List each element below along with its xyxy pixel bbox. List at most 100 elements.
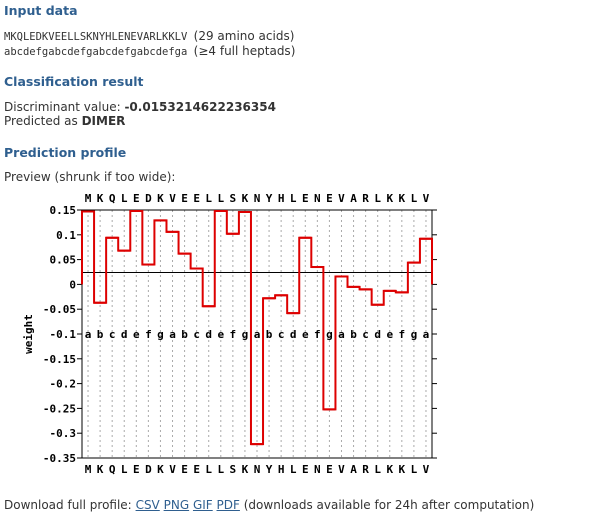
- residue-label-bottom: K: [399, 463, 406, 476]
- heptad-label: c: [193, 328, 200, 341]
- residue-label-top: L: [374, 192, 381, 205]
- residue-label-top: K: [386, 192, 393, 205]
- y-tick-label: -0.1: [50, 328, 77, 341]
- heptad-label: a: [254, 328, 261, 341]
- heptad-label: g: [157, 328, 164, 341]
- residue-label-bottom: N: [314, 463, 321, 476]
- residue-label-top: E: [193, 192, 200, 205]
- residue-label-top: L: [411, 192, 418, 205]
- residue-label-bottom: E: [181, 463, 188, 476]
- residue-label-bottom: L: [411, 463, 418, 476]
- y-tick-label: -0.25: [43, 402, 76, 415]
- heptad-label: d: [121, 328, 128, 341]
- residue-label-bottom: L: [374, 463, 381, 476]
- heptad-label: f: [314, 328, 321, 341]
- y-tick-label: -0.35: [43, 452, 76, 465]
- residue-label-top: Y: [266, 192, 273, 205]
- residue-label-top: S: [230, 192, 237, 205]
- residue-label-bottom: K: [386, 463, 393, 476]
- residue-label-top: H: [278, 192, 285, 205]
- residue-label-bottom: R: [362, 463, 369, 476]
- y-tick-label: 0.15: [50, 204, 77, 217]
- preview-note: Preview (shrunk if too wide):: [4, 170, 176, 184]
- heptad-label: b: [266, 328, 273, 341]
- residue-label-top: L: [290, 192, 297, 205]
- classification-heading: Classification result: [4, 74, 144, 89]
- heptad-label: f: [399, 328, 406, 341]
- heptad-label: g: [411, 328, 418, 341]
- heptad-label: d: [205, 328, 212, 341]
- download-line: Download full profile: CSV PNG GIF PDF (…: [4, 498, 534, 512]
- residue-label-top: L: [121, 192, 128, 205]
- heptad-label: e: [302, 328, 309, 341]
- residue-label-top: E: [133, 192, 140, 205]
- heptad-label: g: [242, 328, 249, 341]
- residue-label-top: K: [242, 192, 249, 205]
- residue-label-top: K: [97, 192, 104, 205]
- heptad-label: e: [133, 328, 140, 341]
- heptad-label: g: [326, 328, 333, 341]
- residue-label-bottom: L: [121, 463, 128, 476]
- heptad-label: f: [230, 328, 237, 341]
- residue-label-bottom: K: [97, 463, 104, 476]
- residue-label-bottom: S: [230, 463, 237, 476]
- heptad-label: a: [423, 328, 430, 341]
- heptad-label: e: [386, 328, 393, 341]
- residue-label-top: M: [85, 192, 92, 205]
- input-data-heading: Input data: [4, 3, 78, 18]
- residue-label-bottom: E: [302, 463, 309, 476]
- residue-label-top: V: [338, 192, 345, 205]
- residue-label-bottom: V: [423, 463, 430, 476]
- residue-label-top: V: [423, 192, 430, 205]
- y-tick-label: -0.3: [50, 427, 77, 440]
- residue-label-bottom: L: [217, 463, 224, 476]
- residue-label-top: Q: [109, 192, 116, 205]
- residue-label-top: A: [350, 192, 357, 205]
- discriminant-label: Discriminant value:: [4, 100, 121, 114]
- y-tick-label: -0.05: [43, 303, 76, 316]
- residue-label-top: K: [399, 192, 406, 205]
- heptad-label: a: [338, 328, 345, 341]
- heptad-label: d: [290, 328, 297, 341]
- sequence-note: (29 amino acids): [193, 29, 295, 43]
- download-csv-link[interactable]: CSV: [135, 498, 160, 512]
- heptad-label: d: [374, 328, 381, 341]
- residue-label-bottom: K: [242, 463, 249, 476]
- residue-label-bottom: E: [133, 463, 140, 476]
- residue-label-top: E: [326, 192, 333, 205]
- residue-label-top: N: [314, 192, 321, 205]
- heptad-label: f: [145, 328, 152, 341]
- heptad-label: c: [109, 328, 116, 341]
- y-axis-label: weight: [22, 314, 35, 354]
- residue-label-top: E: [181, 192, 188, 205]
- download-note: (downloads available for 24h after compu…: [243, 498, 535, 512]
- predicted-label: Predicted as: [4, 114, 78, 128]
- sequence-line: MKQLEDKVEELLSKNYHLENEVARLKKLV (29 amino …: [4, 29, 294, 43]
- heptad-text: abcdefgabcdefgabcdefgabcdefga: [4, 46, 188, 58]
- heptad-label: b: [181, 328, 188, 341]
- residue-label-bottom: E: [326, 463, 333, 476]
- download-gif-link[interactable]: GIF: [192, 498, 213, 512]
- residue-label-bottom: Q: [109, 463, 116, 476]
- profile-heading: Prediction profile: [4, 145, 127, 160]
- residue-label-top: V: [169, 192, 176, 205]
- heptad-line: abcdefgabcdefgabcdefgabcdefga (≥4 full h…: [4, 44, 295, 58]
- heptad-label: e: [217, 328, 224, 341]
- heptad-label: a: [169, 328, 176, 341]
- download-png-link[interactable]: PNG: [163, 498, 190, 512]
- download-pdf-link[interactable]: PDF: [216, 498, 240, 512]
- residue-label-top: L: [205, 192, 212, 205]
- residue-label-bottom: Y: [266, 463, 273, 476]
- residue-label-top: D: [145, 192, 152, 205]
- download-label: Download full profile:: [4, 498, 132, 512]
- heptad-label: c: [362, 328, 369, 341]
- y-tick-label: 0.05: [50, 254, 77, 267]
- residue-label-bottom: N: [254, 463, 261, 476]
- heptad-label: c: [278, 328, 285, 341]
- heptad-label: b: [97, 328, 104, 341]
- residue-label-top: L: [217, 192, 224, 205]
- y-tick-label: -0.2: [50, 378, 77, 391]
- residue-label-top: N: [254, 192, 261, 205]
- residue-label-bottom: E: [193, 463, 200, 476]
